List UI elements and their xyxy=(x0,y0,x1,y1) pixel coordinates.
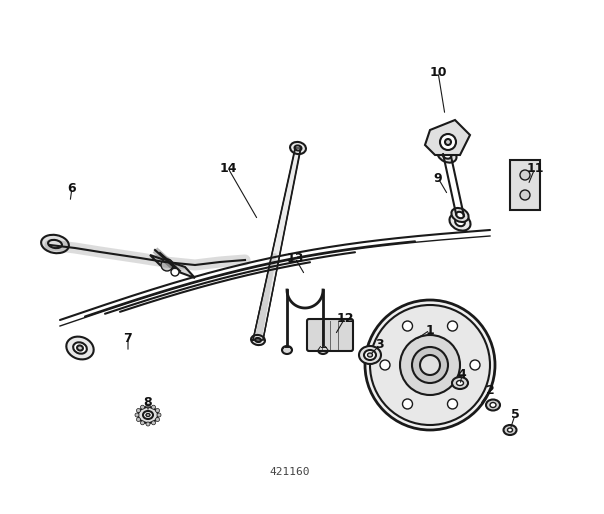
Text: 5: 5 xyxy=(510,409,519,421)
Ellipse shape xyxy=(295,145,301,151)
Text: 6: 6 xyxy=(68,181,76,194)
Polygon shape xyxy=(150,255,195,278)
Circle shape xyxy=(155,409,159,413)
Circle shape xyxy=(470,360,480,370)
Ellipse shape xyxy=(251,335,265,345)
Circle shape xyxy=(135,413,139,417)
Text: 14: 14 xyxy=(219,161,237,174)
Polygon shape xyxy=(510,160,540,210)
Circle shape xyxy=(400,335,460,395)
Circle shape xyxy=(402,399,413,409)
Text: 3: 3 xyxy=(376,339,384,352)
Ellipse shape xyxy=(437,148,457,162)
Text: 2: 2 xyxy=(486,383,495,396)
Circle shape xyxy=(445,139,451,145)
Ellipse shape xyxy=(452,377,468,389)
Ellipse shape xyxy=(282,346,292,354)
Ellipse shape xyxy=(456,212,464,218)
Circle shape xyxy=(370,305,490,425)
Ellipse shape xyxy=(73,342,87,354)
Circle shape xyxy=(412,347,448,383)
Ellipse shape xyxy=(290,142,306,154)
Ellipse shape xyxy=(449,213,471,231)
Circle shape xyxy=(402,321,413,331)
Circle shape xyxy=(448,321,457,331)
Text: 1: 1 xyxy=(426,323,434,337)
Ellipse shape xyxy=(143,411,153,419)
Circle shape xyxy=(152,421,155,425)
Ellipse shape xyxy=(457,380,463,386)
Text: 7: 7 xyxy=(124,332,132,344)
Circle shape xyxy=(137,409,141,413)
Ellipse shape xyxy=(367,353,373,357)
Text: 421160: 421160 xyxy=(270,467,310,477)
Circle shape xyxy=(152,405,155,409)
Ellipse shape xyxy=(486,399,500,411)
Ellipse shape xyxy=(451,208,469,222)
Circle shape xyxy=(171,268,179,276)
Ellipse shape xyxy=(364,350,376,360)
Circle shape xyxy=(137,417,141,421)
Circle shape xyxy=(380,360,390,370)
Ellipse shape xyxy=(48,240,62,248)
Polygon shape xyxy=(425,120,470,155)
Ellipse shape xyxy=(41,235,69,253)
Circle shape xyxy=(141,405,144,409)
Circle shape xyxy=(146,404,150,408)
Ellipse shape xyxy=(77,345,83,351)
Ellipse shape xyxy=(455,218,465,226)
Ellipse shape xyxy=(146,413,150,416)
Circle shape xyxy=(420,355,440,375)
FancyBboxPatch shape xyxy=(307,319,353,351)
Polygon shape xyxy=(255,254,276,340)
Text: 4: 4 xyxy=(458,369,466,381)
Text: 13: 13 xyxy=(286,251,304,265)
Polygon shape xyxy=(253,148,301,340)
Circle shape xyxy=(520,170,530,180)
Circle shape xyxy=(440,134,456,150)
Circle shape xyxy=(520,190,530,200)
Ellipse shape xyxy=(359,346,381,364)
Circle shape xyxy=(141,421,144,425)
Circle shape xyxy=(365,300,495,430)
Text: 11: 11 xyxy=(526,161,544,174)
Circle shape xyxy=(161,259,173,271)
Circle shape xyxy=(146,422,150,426)
Ellipse shape xyxy=(443,151,451,159)
Ellipse shape xyxy=(318,346,328,354)
Text: 8: 8 xyxy=(144,395,152,409)
Circle shape xyxy=(155,417,159,421)
Ellipse shape xyxy=(138,407,158,423)
Text: 10: 10 xyxy=(429,65,447,79)
Circle shape xyxy=(157,413,161,417)
Text: 12: 12 xyxy=(336,311,354,324)
Ellipse shape xyxy=(66,337,94,359)
Text: 9: 9 xyxy=(434,172,442,185)
Ellipse shape xyxy=(255,338,261,342)
Ellipse shape xyxy=(504,425,516,435)
Circle shape xyxy=(448,399,457,409)
Ellipse shape xyxy=(507,428,513,432)
Ellipse shape xyxy=(490,402,496,408)
